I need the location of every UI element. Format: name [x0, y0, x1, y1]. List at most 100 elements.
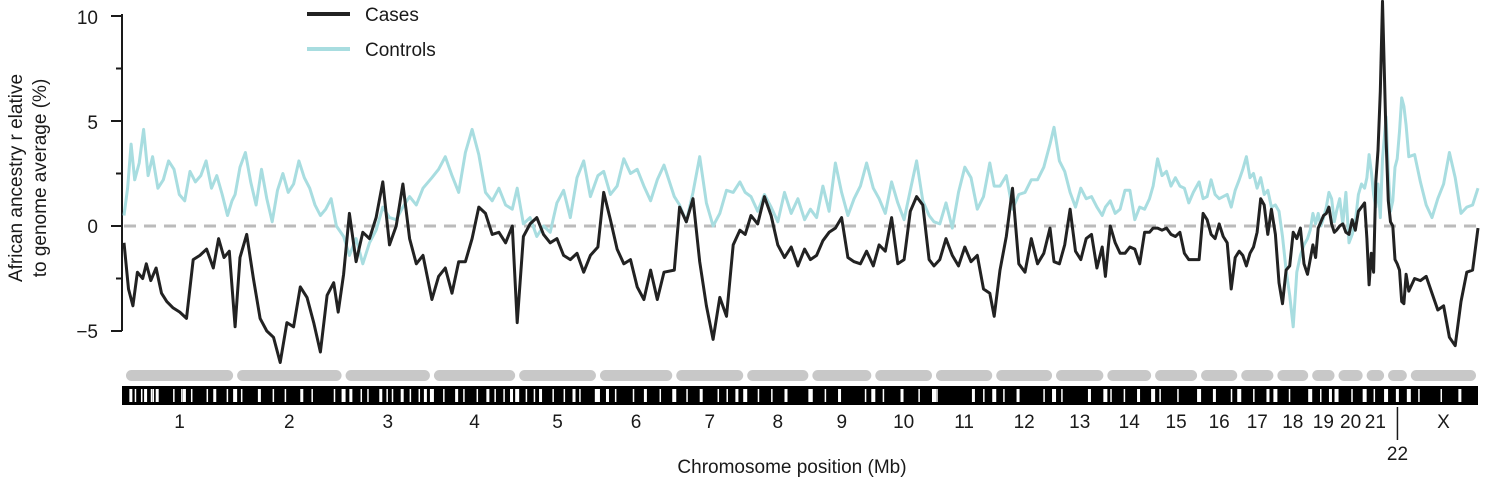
marker-gap [272, 389, 275, 402]
chromosome-band-6 [599, 370, 673, 381]
marker-gap [150, 389, 153, 402]
marker-gap [300, 389, 304, 402]
chromosome-boundary-gap [672, 389, 677, 402]
chromosome-band-10 [875, 370, 932, 381]
marker-gap [1230, 389, 1233, 402]
chromosome-label-19: 19 [1313, 412, 1334, 433]
chromosome-band-15 [1155, 370, 1198, 381]
chromosome-band-9 [812, 370, 872, 381]
marker-gap [1003, 389, 1005, 402]
marker-gap [699, 389, 703, 402]
marker-gap [579, 389, 581, 402]
chromosome-boundary-gap [871, 389, 876, 402]
chromosome-boundary-gap [341, 389, 346, 402]
chromosome-bands [126, 370, 1476, 381]
chromosome-boundary-gap [515, 389, 520, 402]
marker-gap [900, 389, 904, 402]
marker-gap [572, 389, 576, 402]
marker-gap [129, 389, 133, 402]
marker-gap [182, 389, 186, 402]
marker-gap [771, 389, 773, 402]
chromosome-label-8: 8 [773, 412, 784, 433]
chromosome-label-10: 10 [893, 412, 914, 433]
chromosome-label-17: 17 [1247, 412, 1268, 433]
marker-gap [423, 389, 427, 402]
marker-gap [311, 389, 313, 402]
marker-gap [533, 389, 536, 402]
chromosome-boundary-gap [1406, 389, 1411, 402]
chromosome-boundary-gap [1197, 389, 1202, 402]
chromosome-label-9: 9 [837, 412, 848, 433]
chromosome-band-3 [345, 370, 430, 381]
marker-gap [726, 389, 728, 402]
chromosome-boundary-gap [1052, 389, 1057, 402]
chromosome-boundary-gap [1308, 389, 1313, 402]
marker-gap [1373, 389, 1376, 402]
y-ticks [111, 15, 122, 332]
chromosome-label-11: 11 [954, 412, 974, 433]
x-axis-title: Chromosome position (Mb) [677, 457, 906, 478]
marker-gap [400, 389, 404, 402]
marker-gap [181, 389, 183, 402]
chromosome-boundary-gap [808, 389, 813, 402]
marker-gap [735, 389, 739, 402]
chromosome-label-16: 16 [1209, 412, 1230, 433]
chromosome-band-8 [747, 370, 809, 381]
marker-gap [1320, 389, 1322, 402]
chromosome-band-4 [433, 370, 516, 381]
chromosome-boundary-gap [429, 389, 434, 402]
marker-gap [882, 389, 885, 402]
chromosome-boundary-gap [931, 389, 936, 402]
marker-gap [1395, 389, 1399, 402]
chromosome-label-1: 1 [174, 412, 185, 433]
marker-gap [632, 389, 635, 402]
marker-gap [476, 389, 479, 402]
chromosome-boundary-gap [1273, 389, 1278, 402]
marker-gap [409, 389, 412, 402]
marker-gap [1177, 389, 1179, 402]
marker-gap [1440, 389, 1443, 402]
chromosome-band-12 [996, 370, 1053, 381]
marker-gap [455, 389, 459, 402]
marker-gap [936, 389, 938, 402]
marker-gap [391, 389, 394, 402]
marker-gap [1043, 389, 1045, 402]
chromosome-label-12: 12 [1014, 412, 1035, 433]
marker-gap [594, 389, 597, 402]
chromosome-label-X: X [1437, 412, 1450, 433]
marker-gap [443, 389, 445, 402]
marker-gap [134, 389, 137, 402]
marker-gap [1061, 389, 1063, 402]
cases-series-line [122, 0, 1480, 364]
chromosome-label-3: 3 [382, 412, 393, 433]
chromosome-label-20: 20 [1340, 412, 1361, 433]
marker-gap [971, 389, 975, 402]
marker-gap [418, 389, 421, 402]
chromosome-band-16 [1201, 370, 1238, 381]
legend-controls-label: Controls [365, 40, 436, 61]
chromosome-boundary-gap [1334, 389, 1339, 402]
marker-gap [757, 389, 760, 402]
marker-gap [360, 389, 363, 402]
marker-gap [983, 389, 985, 402]
chromosome-label-13: 13 [1069, 412, 1090, 433]
marker-gap [1328, 389, 1332, 402]
marker-gap [1418, 389, 1420, 402]
chromosome-label-7: 7 [704, 412, 715, 433]
chromosome-band-17 [1241, 370, 1274, 381]
chromosome-boundary-gap [233, 389, 238, 402]
chromosome-band-13 [1056, 370, 1104, 381]
marker-gap [257, 389, 261, 402]
marker-gap [784, 389, 788, 402]
marker-gap [463, 389, 465, 402]
marker-gap [152, 389, 155, 402]
marker-gap [1266, 389, 1270, 402]
marker-gap [386, 389, 388, 402]
chromosome-band-22 [1388, 370, 1407, 381]
marker-gap [503, 389, 505, 402]
marker-gap [510, 389, 514, 402]
marker-gap [824, 389, 827, 402]
marker-gap [1288, 389, 1291, 402]
